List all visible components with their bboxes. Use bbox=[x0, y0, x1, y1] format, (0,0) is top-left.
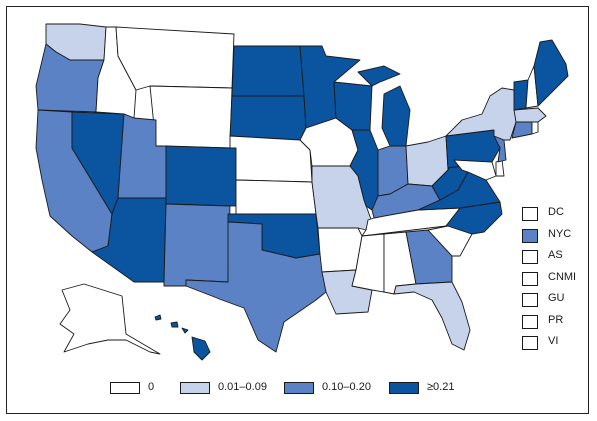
territory-label: VI bbox=[548, 335, 559, 347]
territory-label: AS bbox=[548, 249, 563, 261]
state-me[interactable] bbox=[533, 39, 569, 107]
state-fl[interactable] bbox=[393, 281, 471, 351]
legend-label: 0.10–0.20 bbox=[322, 381, 371, 393]
territory-label: NYC bbox=[548, 227, 572, 240]
state-wy[interactable] bbox=[149, 85, 233, 149]
territory-swatch bbox=[522, 207, 538, 221]
state-nm[interactable] bbox=[163, 203, 231, 287]
territory-label: CNMI bbox=[548, 270, 577, 283]
territory-swatch bbox=[522, 293, 538, 307]
legend-swatch bbox=[180, 382, 210, 394]
state-ri[interactable] bbox=[531, 121, 539, 135]
state-ak[interactable] bbox=[59, 283, 161, 355]
territory-swatch bbox=[522, 314, 538, 329]
legend-label: 0.01–0.09 bbox=[218, 381, 267, 393]
state-ct[interactable] bbox=[511, 121, 533, 139]
legend-swatch bbox=[110, 382, 140, 394]
state-ne[interactable] bbox=[229, 135, 313, 183]
territory-label: PR bbox=[548, 313, 564, 326]
state-mt[interactable] bbox=[115, 26, 235, 91]
state-ar[interactable] bbox=[317, 227, 363, 273]
state-md[interactable] bbox=[453, 159, 497, 181]
territory-swatch bbox=[522, 250, 538, 264]
territory-label: DC bbox=[548, 206, 564, 218]
legend-label: ≥0.21 bbox=[427, 381, 455, 393]
legend-swatch bbox=[389, 382, 419, 394]
territory-swatch bbox=[522, 228, 538, 243]
legend-label: 0 bbox=[148, 381, 155, 393]
state-de[interactable] bbox=[495, 159, 505, 177]
state-hi[interactable] bbox=[154, 314, 211, 361]
state-ks[interactable] bbox=[235, 179, 317, 215]
territory-swatch bbox=[522, 336, 538, 350]
state-sd[interactable] bbox=[229, 95, 307, 141]
state-co[interactable] bbox=[165, 145, 237, 207]
state-il[interactable] bbox=[349, 129, 379, 211]
map-frame bbox=[6, 6, 589, 414]
state-nd[interactable] bbox=[231, 45, 305, 97]
legend-swatch bbox=[284, 382, 314, 394]
state-ma[interactable] bbox=[513, 107, 547, 123]
us-choropleth-map bbox=[35, 23, 569, 361]
color-legend: 0 0.01–0.09 0.10–0.20 ≥0.21 bbox=[0, 380, 597, 400]
state-sc[interactable] bbox=[427, 225, 473, 257]
territory-label: GU bbox=[548, 292, 565, 304]
territory-swatch bbox=[522, 271, 538, 286]
state-tx[interactable] bbox=[185, 221, 327, 353]
state-ga[interactable] bbox=[405, 229, 453, 285]
